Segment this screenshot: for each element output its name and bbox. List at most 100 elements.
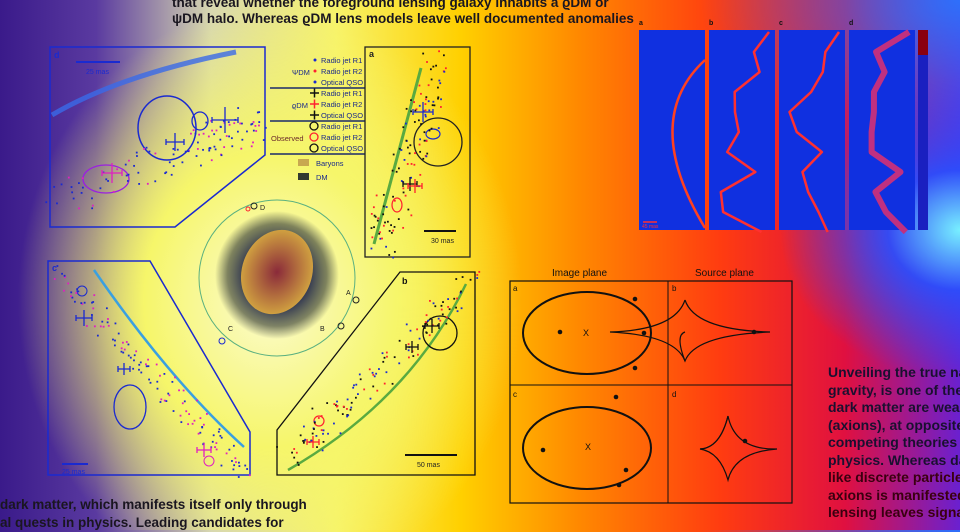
- data-point: [371, 371, 374, 374]
- data-point: [385, 351, 388, 354]
- data-point: [67, 176, 70, 179]
- data-point: [122, 341, 124, 344]
- image-label-d: D: [260, 205, 265, 212]
- data-point: [322, 440, 325, 443]
- data-point: [80, 192, 83, 194]
- right-text-line: Unveiling the true natu: [828, 364, 960, 380]
- data-point: [352, 386, 355, 389]
- model-cross: [306, 436, 320, 448]
- data-point: [414, 152, 416, 155]
- data-point: [392, 256, 395, 259]
- right-text-line: dark matter are weakly: [828, 399, 960, 415]
- right-text-line: (axions), at opposite ex: [828, 416, 960, 433]
- data-point: [228, 135, 231, 138]
- panel-c: c 25 mas: [47, 260, 251, 478]
- data-point: [413, 121, 416, 123]
- data-point: [63, 274, 66, 277]
- data-point: [299, 434, 302, 437]
- data-point: [83, 301, 86, 304]
- data-point: [408, 152, 411, 155]
- data-point: [81, 177, 84, 180]
- data-point: [148, 378, 151, 381]
- data-point: [116, 168, 119, 171]
- data-point: [402, 187, 405, 190]
- data-point: [424, 109, 427, 112]
- image-plane-title: Image plane: [552, 268, 607, 279]
- data-point: [293, 448, 296, 450]
- data-point: [179, 414, 182, 417]
- data-point: [202, 423, 205, 426]
- data-point: [219, 125, 222, 128]
- data-point: [417, 353, 419, 356]
- lens-arc: [92, 269, 245, 448]
- data-point: [422, 52, 425, 55]
- data-point: [415, 108, 418, 111]
- data-point: [215, 129, 218, 132]
- data-point: [469, 278, 472, 281]
- data-point: [419, 173, 422, 176]
- data-point: [180, 421, 183, 424]
- data-point: [425, 314, 428, 317]
- data-point: [418, 337, 421, 340]
- data-point: [303, 439, 306, 442]
- data-point: [359, 378, 362, 381]
- data-point: [127, 173, 130, 176]
- panel-a: a 30 mas: [364, 46, 471, 259]
- data-point: [419, 138, 421, 141]
- lens-galaxy: A B C D: [198, 199, 360, 357]
- data-point: [440, 308, 443, 311]
- data-point: [378, 232, 381, 235]
- data-point: [170, 173, 173, 176]
- data-point: [192, 129, 195, 132]
- data-point: [293, 456, 296, 459]
- data-point: [410, 176, 413, 179]
- data-point: [60, 183, 63, 186]
- data-point: [237, 476, 240, 478]
- data-point: [391, 169, 394, 172]
- data-point: [438, 79, 441, 82]
- data-point: [80, 302, 83, 304]
- right-text-line: lensing leaves signature: [828, 504, 960, 520]
- data-point: [383, 356, 386, 359]
- data-point: [406, 146, 409, 149]
- data-point: [135, 151, 138, 154]
- data-point: [422, 157, 425, 160]
- data-point: [460, 307, 463, 310]
- data-point: [172, 410, 175, 412]
- data-point: [391, 382, 394, 385]
- data-point: [407, 208, 410, 211]
- data-point: [228, 448, 231, 451]
- data-point: [420, 123, 422, 125]
- data-point: [241, 138, 244, 141]
- data-point: [377, 217, 380, 220]
- data-point: [154, 180, 157, 183]
- data-point: [430, 78, 433, 81]
- panel-b-scale: 50 mas: [417, 462, 440, 469]
- data-point: [63, 289, 65, 292]
- data-point: [320, 415, 323, 417]
- data-point: [357, 393, 359, 396]
- data-point: [333, 422, 335, 425]
- data-point: [195, 155, 198, 157]
- legend-swatch-label: DM: [316, 173, 328, 182]
- data-point: [183, 400, 186, 403]
- data-point: [71, 191, 74, 194]
- data-point: [297, 464, 300, 466]
- data-point: [409, 329, 412, 332]
- data-point: [419, 150, 422, 153]
- data-point: [182, 389, 185, 392]
- data-point: [370, 212, 373, 215]
- data-point: [138, 183, 141, 185]
- data-point: [276, 446, 278, 448]
- data-point: [424, 113, 427, 116]
- data-point: [252, 129, 255, 132]
- data-point: [120, 347, 123, 350]
- data-point: [233, 464, 236, 467]
- data-point: [405, 323, 408, 326]
- top-text-line-2: ψDM halo. Whereas ϱDM lens models leave …: [172, 11, 634, 26]
- data-point: [437, 127, 440, 129]
- data-point: [386, 220, 389, 223]
- right-text-line: gravity, is one of the pri: [828, 381, 960, 398]
- data-point: [92, 301, 95, 303]
- data-point: [174, 376, 176, 379]
